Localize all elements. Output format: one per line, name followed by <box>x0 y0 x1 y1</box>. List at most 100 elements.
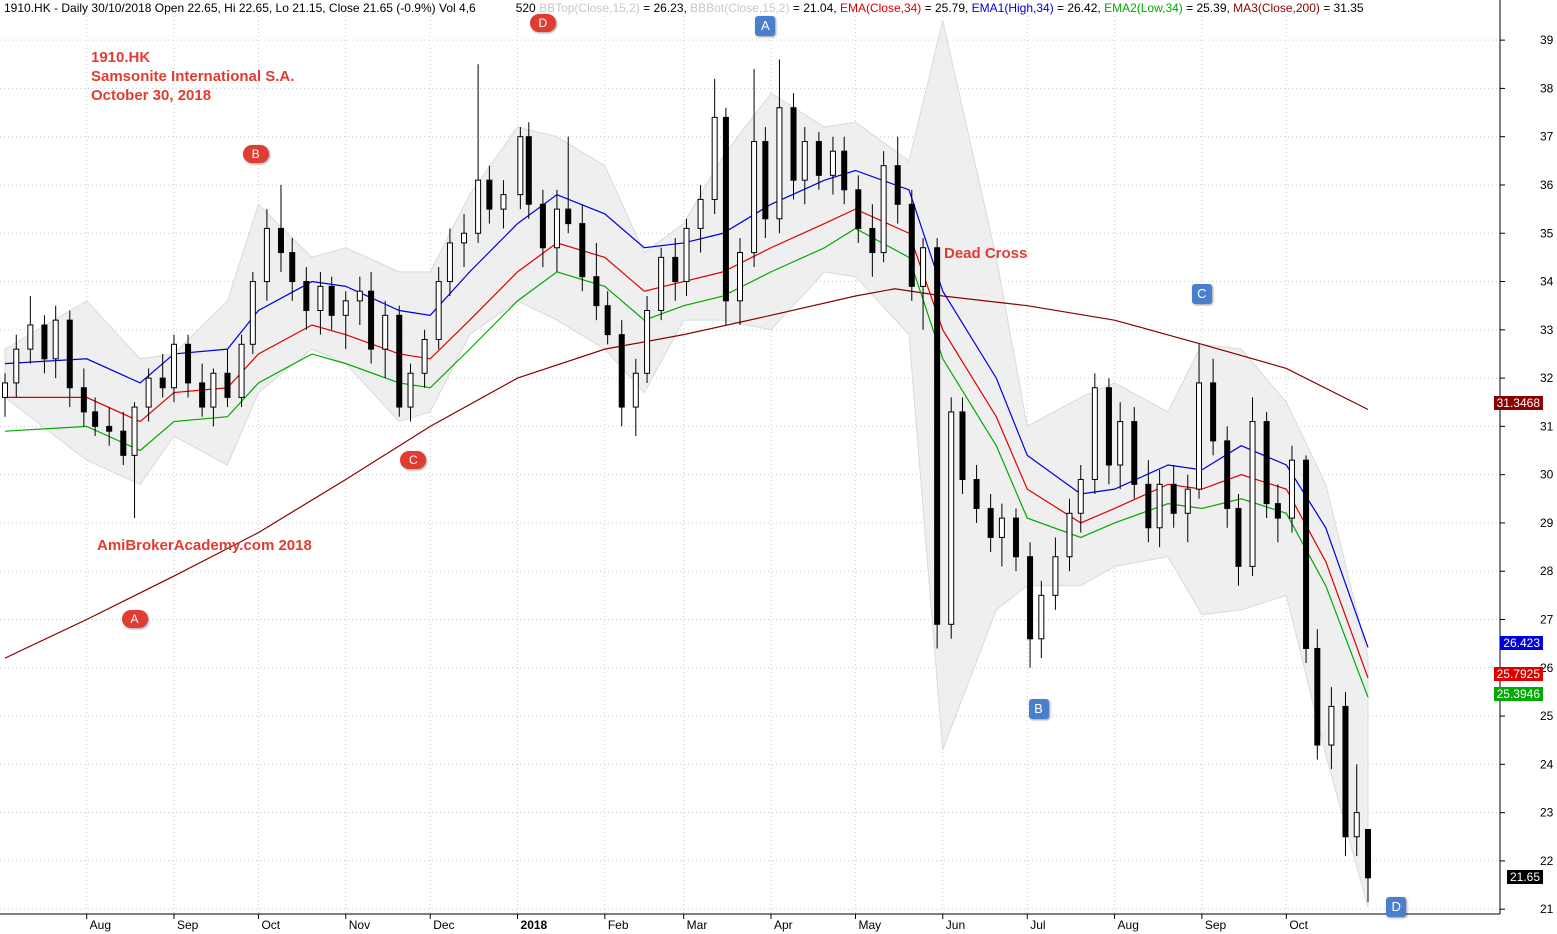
y-tick-label: 32 <box>1540 371 1554 385</box>
candle-body <box>517 136 524 196</box>
candle-body <box>579 223 586 278</box>
marker-square-c: C <box>1191 283 1212 304</box>
marker-square-d: D <box>1386 896 1407 917</box>
candle-body <box>1235 507 1242 567</box>
candle-body <box>829 150 836 176</box>
candle-body <box>908 203 915 287</box>
candle-body <box>1077 478 1084 514</box>
candle-body <box>855 189 862 229</box>
candle-body <box>1052 556 1059 596</box>
x-tick-label: Oct <box>1289 918 1308 932</box>
x-tick-label: May <box>858 918 881 932</box>
candle-body <box>1249 421 1256 567</box>
y-tick-label: 30 <box>1540 468 1554 482</box>
x-tick-label: Sep <box>1205 918 1227 932</box>
candle-body <box>1288 459 1295 519</box>
candle-body <box>92 411 99 427</box>
header-bbbot-value: = 21.04, <box>789 1 840 15</box>
candle-body <box>604 305 611 336</box>
candle-body <box>1210 382 1217 442</box>
candle-body <box>249 281 256 345</box>
candle-body <box>697 198 704 229</box>
candle-body <box>13 348 20 384</box>
bollinger-band <box>4 20 1369 908</box>
x-tick-label: Mar <box>687 918 708 932</box>
candle-body <box>342 300 349 316</box>
header-ema2-value: = 25.39, <box>1182 1 1234 15</box>
candle-body <box>66 319 73 389</box>
x-tick-label: Jul <box>1030 918 1045 932</box>
x-tick-label: Jun <box>946 918 965 932</box>
candle-body <box>593 276 600 307</box>
y-tick-label: 28 <box>1540 564 1554 578</box>
candle-body <box>500 194 507 210</box>
watermark: AmiBrokerAcademy.com 2018 <box>97 537 312 554</box>
x-tick-label: Sep <box>177 918 199 932</box>
header-timeframe: Daily <box>61 1 89 15</box>
candle-body <box>185 343 192 384</box>
candle-body <box>959 411 966 480</box>
x-tick-label: Apr <box>774 918 793 932</box>
candle-body <box>1224 440 1231 509</box>
candle-body <box>973 478 980 509</box>
y-tick-label: 37 <box>1540 130 1554 144</box>
marker-round-b: B <box>242 144 269 163</box>
candle-body <box>1027 556 1034 640</box>
y-tick-label: 29 <box>1540 516 1554 530</box>
y-tick-label: 38 <box>1540 81 1554 95</box>
candle-body <box>1353 812 1360 838</box>
header-ma3-label: MA3(Close,200) <box>1233 1 1320 15</box>
header-ticker: 1910.HK <box>4 1 51 15</box>
candle-body <box>461 232 468 244</box>
close-last-tag: 21.65 <box>1506 870 1543 884</box>
candle-body <box>1091 387 1098 480</box>
header-ma3-value: = 31.35 <box>1319 1 1364 15</box>
candle-body <box>1012 517 1019 558</box>
candle-body <box>644 310 651 374</box>
x-tick-label: Aug <box>1118 918 1139 932</box>
note-ticker: 1910.HK <box>91 49 151 66</box>
candle-body <box>762 141 769 220</box>
y-tick-label: 39 <box>1540 33 1554 47</box>
y-tick-label: 34 <box>1540 275 1554 289</box>
candle-body <box>435 281 442 340</box>
candle-body <box>801 141 808 181</box>
y-tick-label: 33 <box>1540 323 1554 337</box>
candle-body <box>790 107 797 181</box>
chart-header: 1910.HK - Daily 30/10/2018 Open 22.65, H… <box>4 1 1364 15</box>
candle-body <box>1066 512 1073 558</box>
candle-body <box>407 372 414 408</box>
marker-square-a: A <box>755 15 776 36</box>
candle-body <box>1196 382 1203 490</box>
marker-square-b: B <box>1028 698 1049 719</box>
x-tick-label: 2018 <box>521 918 548 932</box>
candle-body <box>1342 705 1349 838</box>
candle-body <box>632 372 639 408</box>
candle-body <box>210 372 217 408</box>
candle-body <box>711 116 718 200</box>
ema-last-tag: 25.7925 <box>1493 667 1543 681</box>
header-vol: Vol 4,6 <box>439 1 476 15</box>
candle-body <box>815 141 822 176</box>
candle-body <box>1274 503 1281 519</box>
candle-body <box>1131 421 1138 485</box>
header-bbbot-label: BBBot(Close,15,2) <box>690 1 790 15</box>
candle-body <box>998 517 1005 538</box>
candle-body <box>106 425 113 432</box>
candle-body <box>1365 829 1371 879</box>
y-tick-label: 25 <box>1540 709 1554 723</box>
y-tick-label: 22 <box>1540 854 1554 868</box>
header-bbtop-label: BBTop(Close,15,2) <box>539 1 640 15</box>
candle-body <box>553 208 560 249</box>
y-tick-label: 24 <box>1540 757 1554 771</box>
candle-body <box>658 256 665 312</box>
header-sep: - <box>50 1 62 15</box>
candle-body <box>737 252 744 302</box>
candle-body <box>52 319 59 360</box>
candle-body <box>1117 421 1124 466</box>
candle-body <box>672 256 679 283</box>
candle-body <box>683 227 690 283</box>
candle-body <box>27 324 34 350</box>
x-tick-label: Feb <box>608 918 629 932</box>
candle-body <box>525 136 532 205</box>
